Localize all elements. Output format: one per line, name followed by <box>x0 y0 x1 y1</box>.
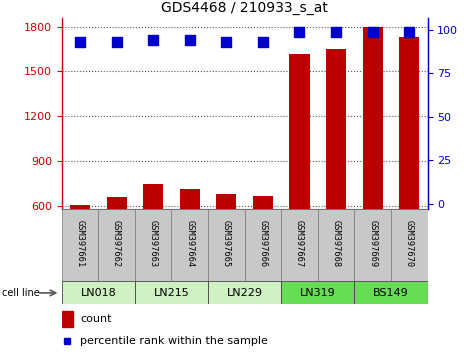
Bar <box>253 196 273 296</box>
Bar <box>135 281 208 304</box>
Text: LN018: LN018 <box>80 288 116 298</box>
Bar <box>354 281 428 304</box>
Bar <box>354 209 391 281</box>
Text: GSM397670: GSM397670 <box>405 220 414 267</box>
Bar <box>362 27 383 296</box>
Bar <box>289 53 310 296</box>
Bar <box>62 209 98 281</box>
Bar <box>399 37 419 296</box>
Bar <box>135 209 171 281</box>
Text: GSM397668: GSM397668 <box>332 220 341 267</box>
Text: cell line: cell line <box>2 288 40 298</box>
Point <box>222 39 230 45</box>
Text: GSM397661: GSM397661 <box>76 220 85 267</box>
Text: GSM397663: GSM397663 <box>149 220 158 267</box>
Text: GSM397662: GSM397662 <box>112 220 121 267</box>
Point <box>295 29 304 34</box>
Bar <box>62 281 135 304</box>
Text: GSM397667: GSM397667 <box>295 220 304 267</box>
Text: LN229: LN229 <box>227 288 263 298</box>
Bar <box>281 281 354 304</box>
Text: LN215: LN215 <box>153 288 190 298</box>
Bar <box>70 205 90 296</box>
Bar <box>171 209 208 281</box>
Text: LN319: LN319 <box>300 288 336 298</box>
Text: GSM397664: GSM397664 <box>185 220 194 267</box>
Text: GSM397669: GSM397669 <box>368 220 377 267</box>
Bar <box>180 189 200 296</box>
Point <box>369 29 377 34</box>
Point <box>76 39 84 45</box>
Point <box>405 29 413 34</box>
Bar <box>208 209 245 281</box>
Text: BS149: BS149 <box>373 288 409 298</box>
Bar <box>106 197 127 296</box>
Bar <box>98 209 135 281</box>
Point <box>113 39 121 45</box>
Text: count: count <box>80 314 112 324</box>
Bar <box>62 311 73 327</box>
Point <box>259 39 267 45</box>
Text: GSM397666: GSM397666 <box>258 220 267 267</box>
Bar <box>143 184 163 296</box>
Text: GSM397665: GSM397665 <box>222 220 231 267</box>
Bar <box>281 209 318 281</box>
Bar <box>216 194 237 296</box>
Point <box>186 38 194 43</box>
Title: GDS4468 / 210933_s_at: GDS4468 / 210933_s_at <box>161 1 328 15</box>
Bar <box>318 209 354 281</box>
Text: percentile rank within the sample: percentile rank within the sample <box>80 336 268 346</box>
Point <box>332 29 340 34</box>
Bar <box>245 209 281 281</box>
Bar <box>326 49 346 296</box>
Point <box>149 38 157 43</box>
Bar <box>208 281 281 304</box>
Bar <box>391 209 428 281</box>
